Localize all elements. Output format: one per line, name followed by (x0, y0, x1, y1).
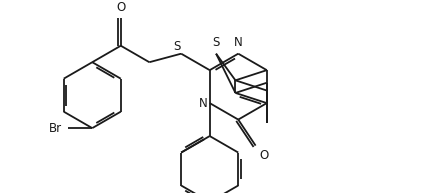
Text: Br: Br (48, 122, 62, 135)
Text: O: O (259, 149, 268, 162)
Text: N: N (234, 36, 242, 49)
Text: O: O (116, 1, 125, 14)
Text: S: S (173, 40, 180, 53)
Text: N: N (199, 97, 208, 110)
Text: S: S (212, 36, 220, 49)
